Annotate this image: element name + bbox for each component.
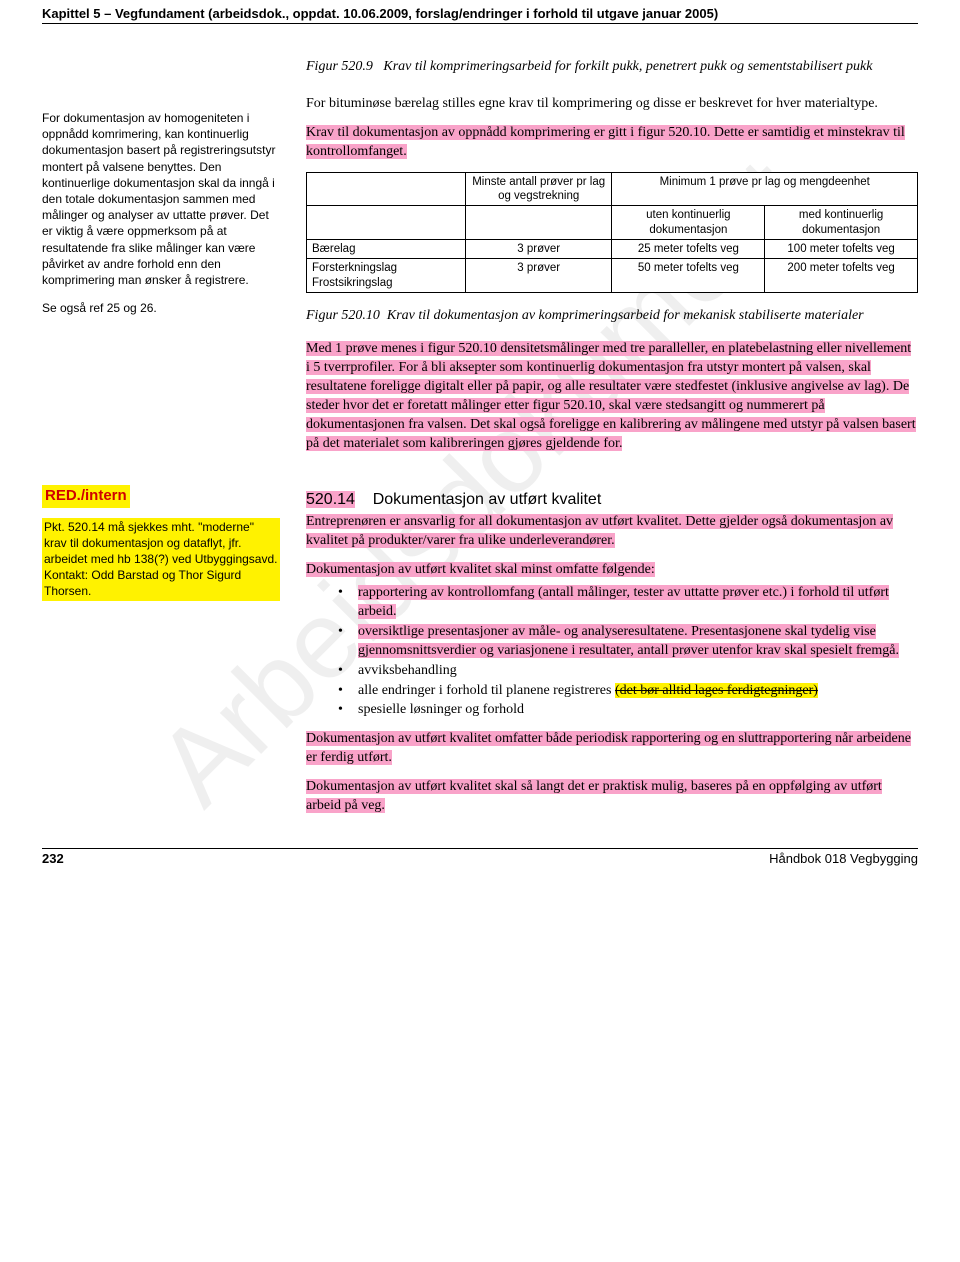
th-minste-antall: Minste antall prøver pr lag og vegstrekn…	[465, 172, 612, 206]
th-uten-kont: uten kontinuerlig dokumentasjon	[612, 206, 765, 240]
hl-pink-lead: Dokumentasjon av utført kvalitet skal mi…	[306, 562, 655, 577]
figure-520-9-title: Krav til komprimeringsarbeid for forkilt…	[383, 59, 872, 74]
section-520-14-heading: 520.14 Dokumentasjon av utført kvalitet	[306, 491, 918, 509]
bullet-rapportering: rapportering av kontrollomfang (antall m…	[358, 584, 918, 622]
bullet-list-kvalitet: rapportering av kontrollomfang (antall m…	[306, 584, 918, 720]
page-header: Kapittel 5 – Vegfundament (arbeidsdok., …	[42, 0, 918, 24]
paragraph-med-1-prove: Med 1 prøve menes i figur 520.10 densite…	[306, 340, 918, 453]
bullet-5-text: spesielle løsninger og forhold	[358, 702, 524, 717]
td-r2c3: 50 meter tofelts veg	[612, 259, 765, 293]
hl-pink-entrep: Entreprenøren er ansvarlig for all dokum…	[306, 514, 893, 548]
red-intern-label: RED./intern	[42, 485, 130, 507]
th-minimum-prove: Minimum 1 prøve pr lag og mengdeenhet	[612, 172, 918, 206]
figure-520-10-caption: Figur 520.10 Krav til dokumentasjon av k…	[306, 307, 918, 326]
td-r2c4: 200 meter tofelts veg	[765, 259, 918, 293]
th-med-kont: med kontinuerlig dokumentasjon	[765, 206, 918, 240]
hl-pink-long: Med 1 prøve menes i figur 520.10 densite…	[306, 341, 916, 450]
section-num: 520.14	[306, 491, 355, 508]
book-title: Håndbok 018 Vegbygging	[769, 851, 918, 866]
table-520-10: Minste antall prøver pr lag og vegstrekn…	[306, 172, 918, 294]
figure-520-9-number: Figur 520.9	[306, 59, 373, 74]
paragraph-praktisk: Dokumentasjon av utført kvalitet skal så…	[306, 778, 918, 816]
section-title: Dokumentasjon av utført kvalitet	[373, 491, 602, 508]
bullet-1-text: rapportering av kontrollomfang (antall m…	[358, 585, 889, 619]
page-footer: 232 Håndbok 018 Vegbygging	[42, 848, 918, 876]
td-r2c2: 3 prøver	[465, 259, 612, 293]
paragraph-bituminose: For bituminøse bærelag stilles egne krav…	[306, 95, 918, 114]
sidebar-note-1: For dokumentasjon av homogeniteten i opp…	[42, 110, 280, 288]
paragraph-entreprenor: Entreprenøren er ansvarlig for all dokum…	[306, 513, 918, 551]
td-forsterkning: Forsterkningslag Frostsikringslag	[307, 259, 466, 293]
hl-pink-text: Krav til dokumentasjon av oppnådd kompri…	[306, 125, 905, 159]
paragraph-periodisk: Dokumentasjon av utført kvalitet omfatte…	[306, 730, 918, 768]
bullet-4a-text: alle endringer i forhold til planene reg…	[358, 683, 615, 698]
td-r1c4: 100 meter tofelts veg	[765, 240, 918, 259]
page-number: 232	[42, 851, 64, 866]
td-r1c2: 3 prøver	[465, 240, 612, 259]
hl-pink-praktisk: Dokumentasjon av utført kvalitet skal så…	[306, 779, 882, 813]
bullet-endringer: alle endringer i forhold til planene reg…	[358, 682, 918, 701]
bullet-3-text: avviksbehandling	[358, 663, 457, 678]
bullet-oversiktlige: oversiktlige presentasjoner av måle- og …	[358, 623, 918, 661]
paragraph-omfatte-lead: Dokumentasjon av utført kvalitet skal mi…	[306, 561, 918, 580]
td-baerelag: Bærelag	[307, 240, 466, 259]
figure-520-9-caption: Figur 520.9 Krav til komprimeringsarbeid…	[306, 58, 918, 77]
bullet-avvik: avviksbehandling	[358, 662, 918, 681]
hl-pink-periodisk: Dokumentasjon av utført kvalitet omfatte…	[306, 731, 911, 765]
td-r1c3: 25 meter tofelts veg	[612, 240, 765, 259]
figure-520-10-number: Figur 520.10	[306, 308, 380, 323]
figure-520-10-title: Krav til dokumentasjon av komprimeringsa…	[387, 308, 864, 323]
sidebar-note-2: Se også ref 25 og 26.	[42, 300, 280, 316]
bullet-2-text: oversiktlige presentasjoner av måle- og …	[358, 624, 899, 658]
paragraph-krav-dokumentasjon: Krav til dokumentasjon av oppnådd kompri…	[306, 124, 918, 162]
bullet-spesielle: spesielle løsninger og forhold	[358, 701, 918, 720]
bullet-4b-struck: (det bør alltid lages ferdigtegninger)	[615, 683, 818, 698]
yellow-note-box: Pkt. 520.14 må sjekkes mht. "moderne" kr…	[42, 518, 280, 601]
